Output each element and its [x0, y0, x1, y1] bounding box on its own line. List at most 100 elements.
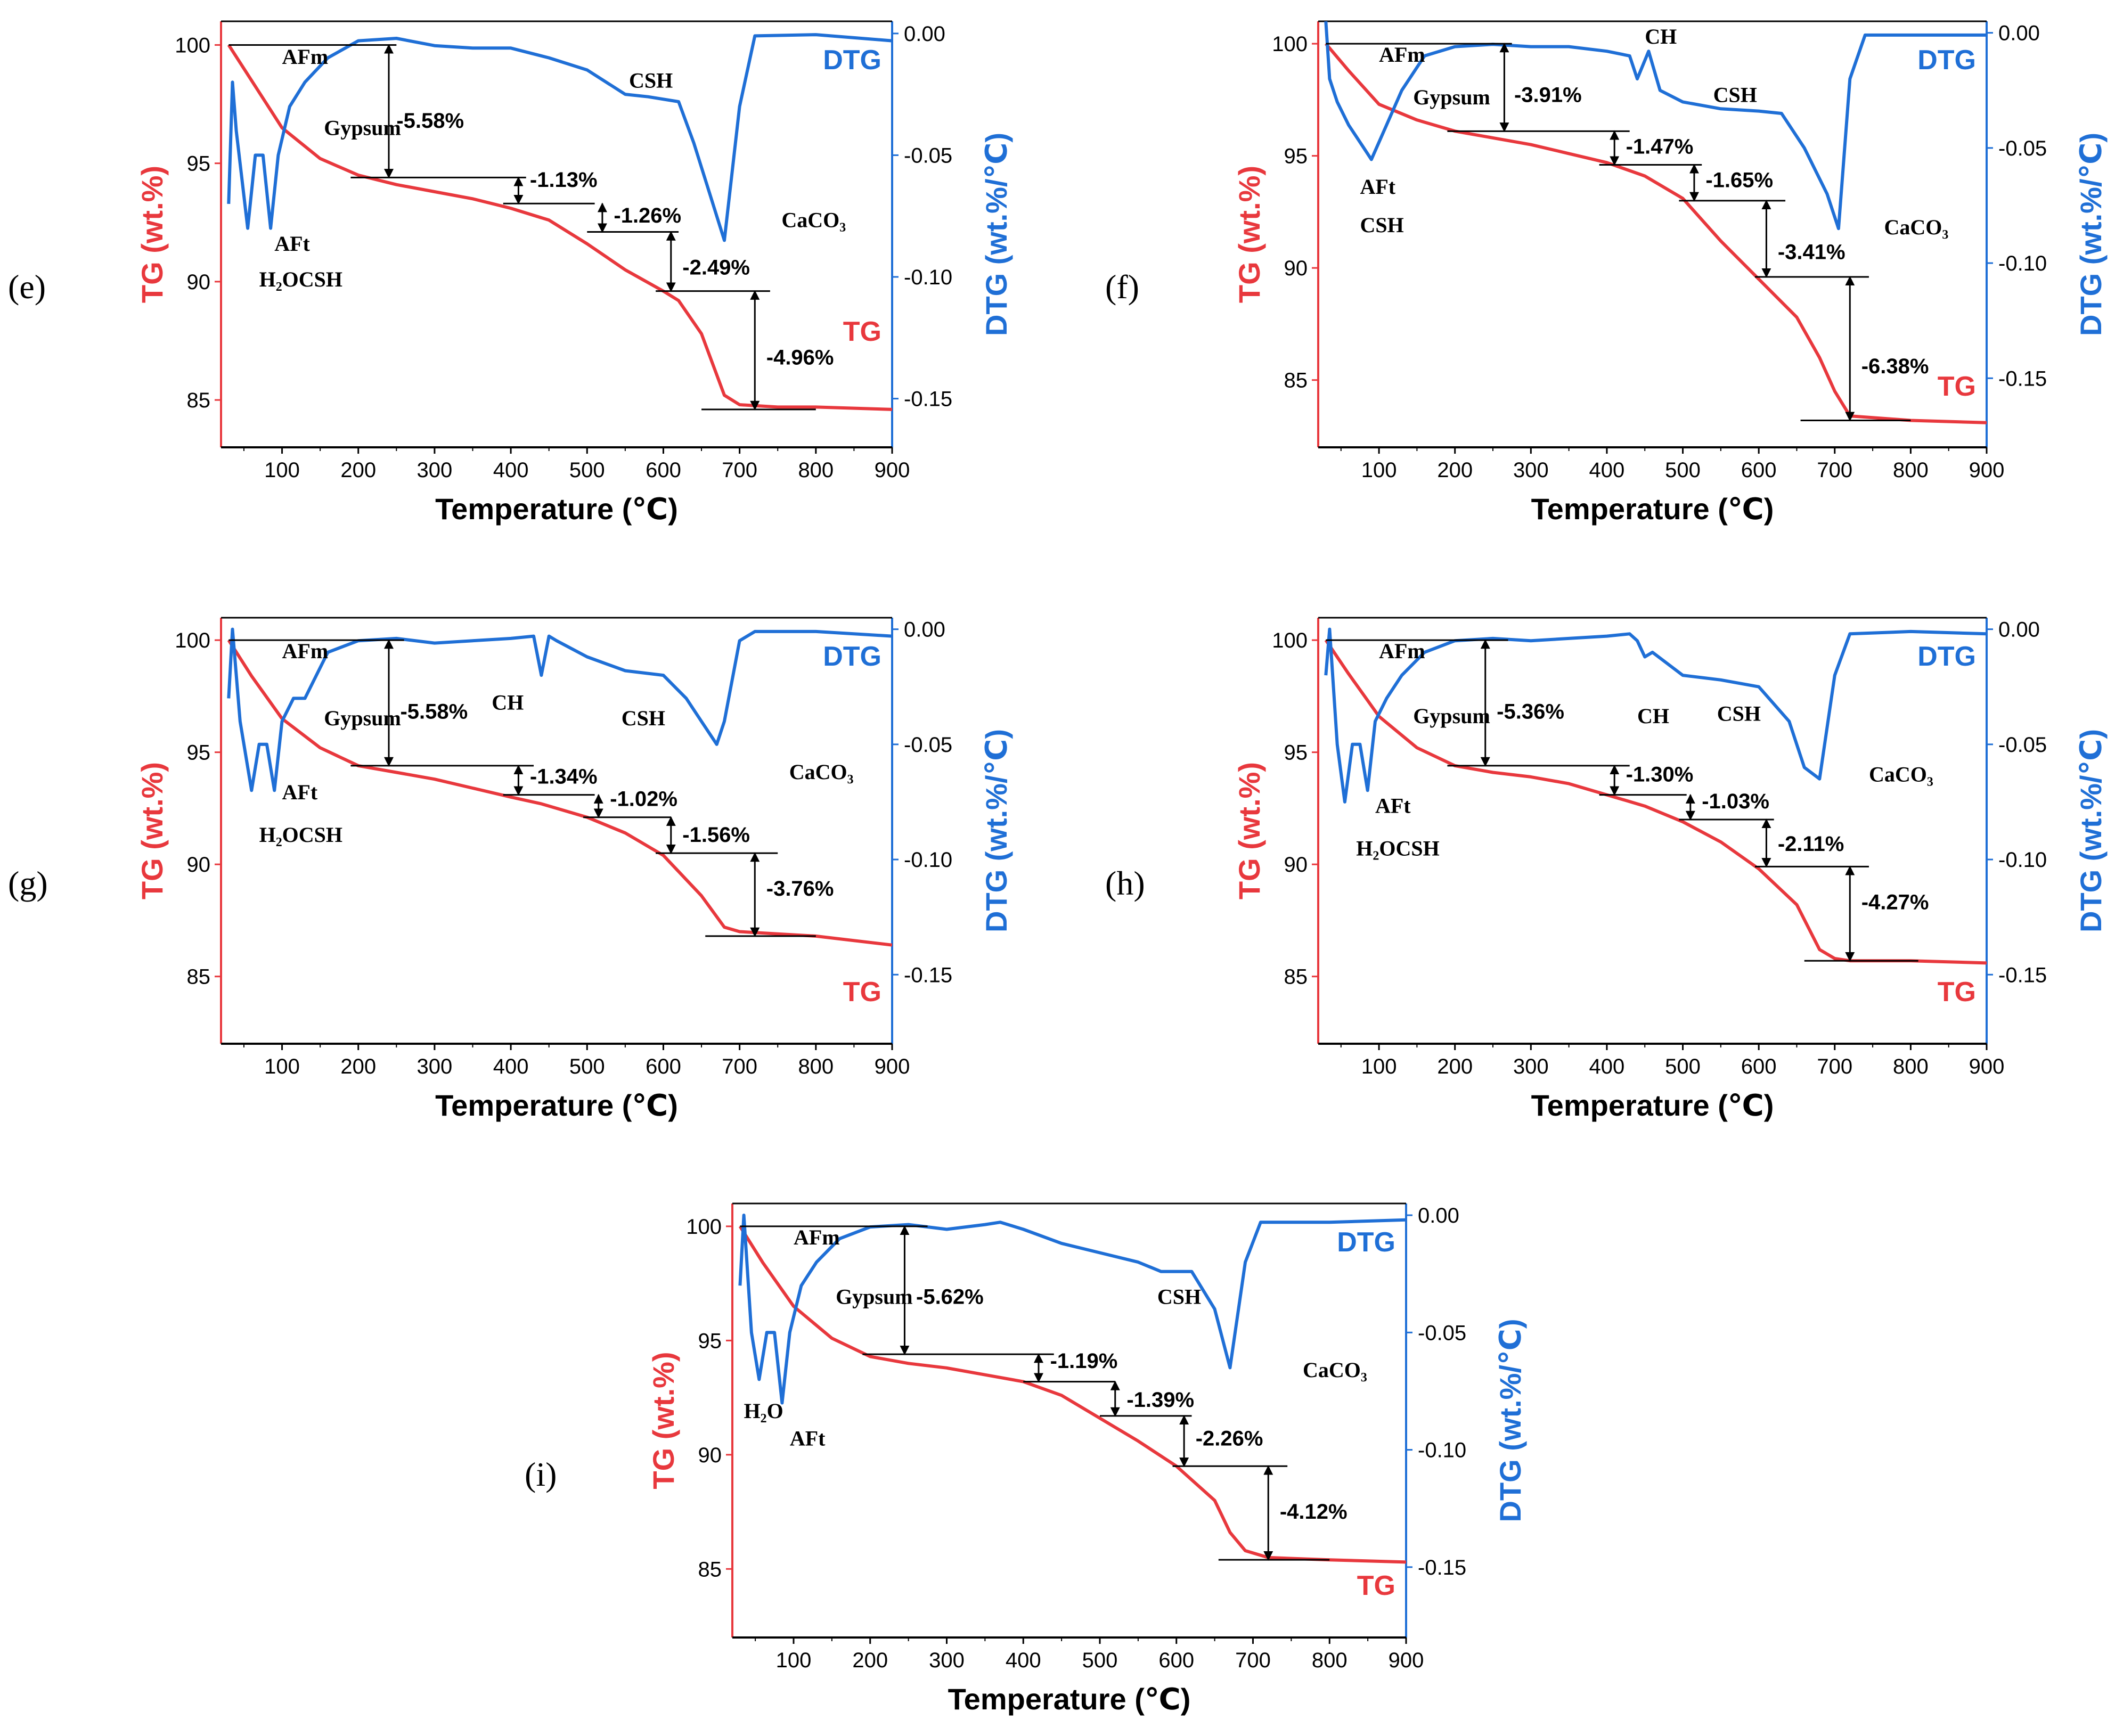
mass-loss-label: -3.91% — [1514, 84, 1582, 107]
phase-annotation: CH — [492, 691, 524, 715]
x-tick-label: 100 — [1361, 1055, 1397, 1078]
x-tick-label: 500 — [1082, 1649, 1118, 1672]
y-left-tick-label: 100 — [175, 629, 210, 652]
mass-loss-label: -4.27% — [1861, 890, 1929, 914]
mass-loss-label: -4.12% — [1280, 1500, 1348, 1524]
y-left-tick-label: 85 — [187, 389, 211, 412]
y-left-axis-title: TG (wt.%) — [135, 166, 169, 303]
y-right-tick-label: -0.10 — [904, 848, 952, 872]
phase-annotation: Gypsum — [836, 1285, 913, 1309]
mass-loss-label: -1.65% — [1705, 169, 1773, 192]
x-tick-label: 800 — [1893, 1055, 1929, 1078]
x-tick-label: 300 — [929, 1649, 965, 1672]
phase-annotation: AFm — [282, 639, 329, 663]
dtg-series-line — [227, 627, 893, 792]
mass-loss-label: -5.36% — [1497, 700, 1564, 723]
x-tick-label: 700 — [722, 458, 757, 482]
mass-loss-label: -1.34% — [530, 765, 598, 789]
phase-annotation: AFt — [274, 232, 310, 256]
y-right-tick-label: 0.00 — [904, 22, 945, 46]
x-tick-label: 600 — [646, 458, 681, 482]
x-tick-label: 800 — [798, 458, 834, 482]
tg-label: TG — [843, 977, 881, 1008]
phase-annotation: Gypsum — [1413, 85, 1490, 109]
y-left-tick-label: 100 — [686, 1215, 722, 1239]
x-tick-label: 500 — [1665, 458, 1701, 482]
y-left-tick-label: 95 — [1284, 145, 1308, 168]
panel-label: (g) — [8, 864, 48, 902]
x-tick-label: 700 — [1817, 458, 1852, 482]
y-left-tick-label: 95 — [1284, 741, 1308, 765]
y-left-axis-title: TG (wt.%) — [647, 1352, 680, 1489]
y-right-axis-title: DTG (wt.%/℃) — [2074, 729, 2108, 932]
x-tick-label: 800 — [798, 1055, 834, 1078]
x-tick-label: 900 — [1969, 1055, 2005, 1078]
x-tick-label: 200 — [1437, 458, 1473, 482]
x-axis-title: Temperature (℃) — [435, 492, 678, 526]
y-right-tick-label: -0.15 — [904, 963, 952, 987]
x-tick-label: 100 — [776, 1649, 812, 1672]
y-right-tick-label: -0.05 — [904, 144, 952, 167]
x-tick-label: 200 — [340, 1055, 376, 1078]
panel-f: (f) 100 200 300 400 500 600 700 800 900 85 90 95 100 -… — [1105, 20, 2108, 526]
y-left-tick-label: 100 — [1272, 629, 1308, 652]
y-right-tick-label: 0.00 — [904, 618, 945, 642]
phase-annotation: AFm — [1379, 639, 1425, 663]
y-left-axis-title: TG (wt.%) — [1232, 166, 1266, 303]
phase-annotation: CaCO₃ — [781, 208, 846, 232]
phase-annotation: CSH — [1360, 213, 1403, 237]
panel-h: (h) 100 200 300 400 500 600 700 800 900 85 90 95 100 -… — [1105, 617, 2108, 1122]
mass-loss-label: -1.03% — [1702, 790, 1769, 813]
x-tick-label: 400 — [493, 1055, 529, 1078]
x-tick-label: 600 — [1741, 458, 1777, 482]
panel-label: (e) — [8, 268, 46, 306]
x-axis-title: Temperature (℃) — [1531, 1088, 1774, 1122]
y-right-tick-label: -0.15 — [1418, 1556, 1466, 1579]
tg-series-line — [227, 639, 893, 947]
mass-loss-label: -5.58% — [396, 109, 464, 133]
x-tick-label: 900 — [1969, 458, 2005, 482]
x-tick-label: 100 — [1361, 458, 1397, 482]
y-right-tick-label: -0.05 — [904, 733, 952, 757]
x-tick-label: 600 — [1158, 1649, 1194, 1672]
x-tick-label: 500 — [569, 458, 605, 482]
y-left-tick-label: 100 — [175, 34, 210, 57]
phase-annotation: H₂OCSH — [259, 823, 342, 847]
phase-annotation: H₂O — [744, 1399, 783, 1423]
y-right-tick-label: -0.10 — [1418, 1439, 1466, 1462]
mass-loss-label: -1.30% — [1626, 763, 1694, 786]
phase-annotation: CSH — [1157, 1285, 1201, 1309]
phase-annotation: CaCO₃ — [1884, 215, 1948, 239]
y-left-tick-label: 90 — [187, 853, 211, 877]
phase-annotation: AFm — [282, 45, 329, 69]
mass-loss-label: -6.38% — [1861, 355, 1929, 378]
y-left-tick-label: 85 — [187, 965, 211, 989]
tg-series-line — [1324, 639, 1987, 965]
x-tick-label: 400 — [1589, 1055, 1625, 1078]
phase-annotation: CH — [1637, 704, 1669, 728]
y-left-tick-label: 95 — [187, 741, 211, 765]
x-axis-title: Temperature (℃) — [948, 1682, 1191, 1716]
y-left-tick-label: 85 — [1284, 369, 1308, 392]
y-right-axis-title: DTG (wt.%/℃) — [979, 729, 1013, 932]
y-left-tick-label: 95 — [187, 152, 211, 176]
y-right-tick-label: -0.05 — [1418, 1321, 1466, 1345]
panel-e: (e) 100 200 300 400 500 600 700 800 900 85 90 95 100 -… — [8, 20, 1013, 526]
x-tick-label: 700 — [722, 1055, 757, 1078]
y-right-axis-title: DTG (wt.%/℃) — [1493, 1319, 1527, 1522]
y-left-tick-label: 90 — [1284, 257, 1308, 280]
x-tick-label: 300 — [417, 1055, 453, 1078]
x-tick-label: 600 — [1741, 1055, 1777, 1078]
x-axis-title: Temperature (℃) — [1531, 492, 1774, 526]
phase-annotation: H₂OCSH — [1356, 836, 1439, 860]
mass-loss-label: -1.02% — [610, 788, 677, 811]
y-left-tick-label: 100 — [1272, 32, 1308, 56]
panel-i: (i) 100 200 300 400 500 600 700 800 900 85 90 95 100 -… — [525, 1202, 1527, 1716]
phase-annotation: CH — [1645, 24, 1677, 48]
y-left-tick-label: 85 — [698, 1558, 722, 1581]
tg-series-line — [1325, 43, 1987, 424]
x-tick-label: 100 — [264, 1055, 300, 1078]
mass-loss-label: -2.11% — [1778, 832, 1844, 856]
dtg-series-line — [1324, 21, 1987, 231]
mass-loss-label: -5.62% — [916, 1285, 984, 1309]
